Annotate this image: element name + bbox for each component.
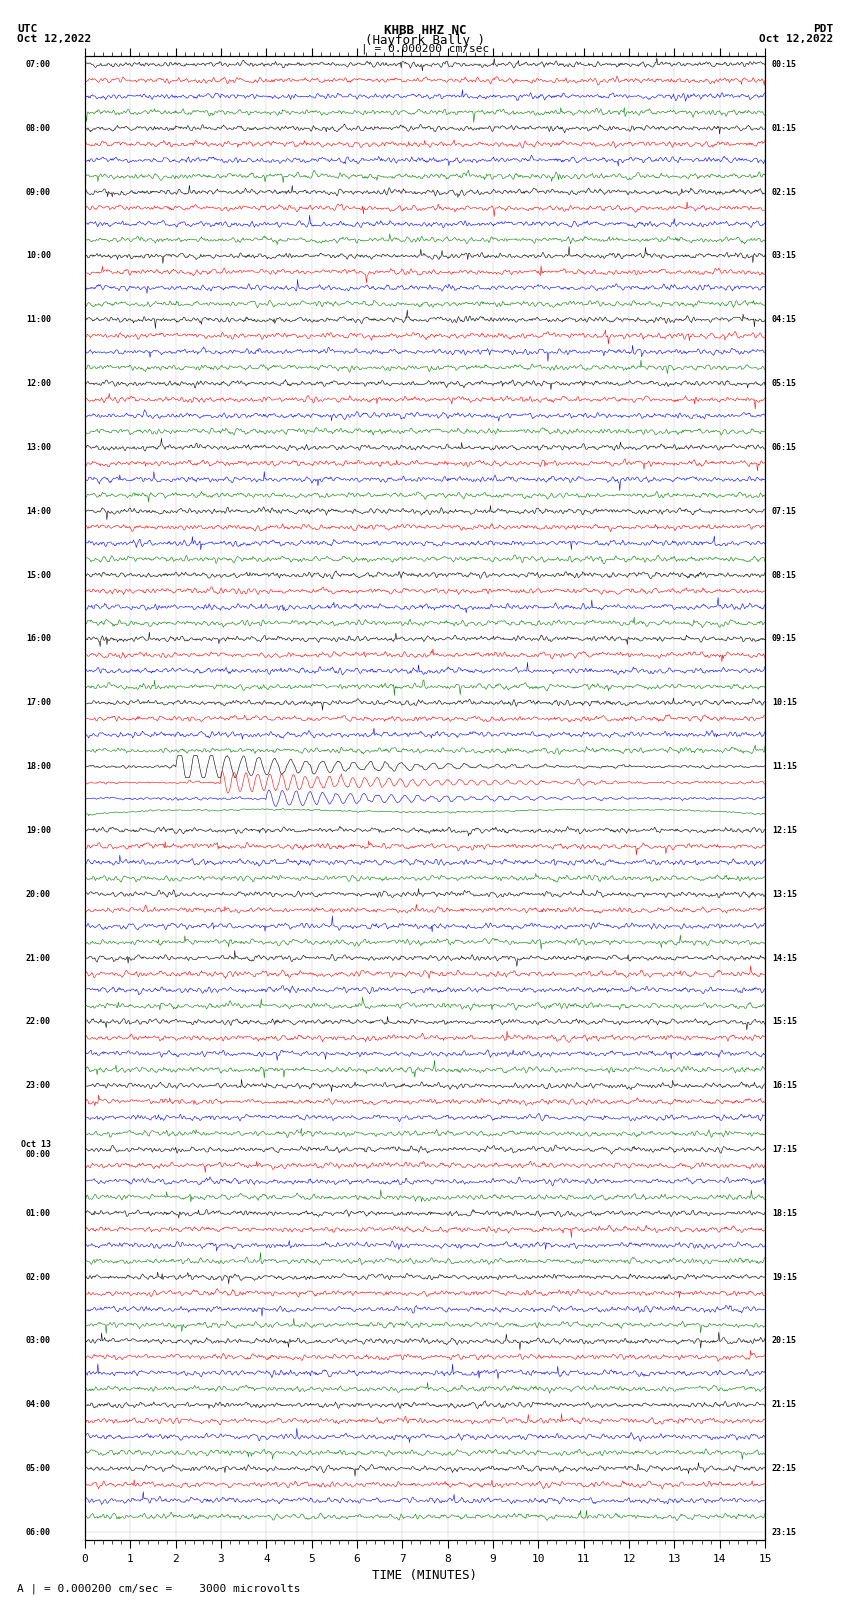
Text: 23:00: 23:00 [26, 1081, 51, 1090]
Text: 12:15: 12:15 [772, 826, 796, 836]
Text: 19:00: 19:00 [26, 826, 51, 836]
Text: A | = 0.000200 cm/sec =    3000 microvolts: A | = 0.000200 cm/sec = 3000 microvolts [17, 1582, 301, 1594]
Text: 23:15: 23:15 [772, 1528, 796, 1537]
Text: 07:15: 07:15 [772, 506, 796, 516]
Text: 16:15: 16:15 [772, 1081, 796, 1090]
Text: 01:15: 01:15 [772, 124, 796, 132]
Text: (Hayfork Bally ): (Hayfork Bally ) [365, 34, 485, 47]
Text: 05:15: 05:15 [772, 379, 796, 389]
Text: 02:00: 02:00 [26, 1273, 51, 1282]
Text: 22:00: 22:00 [26, 1018, 51, 1026]
Text: 04:00: 04:00 [26, 1400, 51, 1410]
Text: 08:00: 08:00 [26, 124, 51, 132]
Text: 21:15: 21:15 [772, 1400, 796, 1410]
Text: 11:00: 11:00 [26, 315, 51, 324]
Text: 18:15: 18:15 [772, 1208, 796, 1218]
Text: KHBB HHZ NC: KHBB HHZ NC [383, 24, 467, 37]
Text: 10:15: 10:15 [772, 698, 796, 706]
Text: 17:00: 17:00 [26, 698, 51, 706]
Text: 21:00: 21:00 [26, 953, 51, 963]
Text: 15:15: 15:15 [772, 1018, 796, 1026]
Text: 04:15: 04:15 [772, 315, 796, 324]
Text: 01:00: 01:00 [26, 1208, 51, 1218]
Text: 14:00: 14:00 [26, 506, 51, 516]
Text: 09:00: 09:00 [26, 187, 51, 197]
Text: 11:15: 11:15 [772, 761, 796, 771]
Text: 14:15: 14:15 [772, 953, 796, 963]
Text: 16:00: 16:00 [26, 634, 51, 644]
Text: 00:15: 00:15 [772, 60, 796, 69]
Text: 02:15: 02:15 [772, 187, 796, 197]
Text: 03:00: 03:00 [26, 1337, 51, 1345]
Text: 10:00: 10:00 [26, 252, 51, 260]
Text: 09:15: 09:15 [772, 634, 796, 644]
Text: 08:15: 08:15 [772, 571, 796, 579]
Text: 13:15: 13:15 [772, 890, 796, 898]
Text: Oct 12,2022: Oct 12,2022 [759, 34, 833, 44]
Text: 22:15: 22:15 [772, 1465, 796, 1473]
Text: 17:15: 17:15 [772, 1145, 796, 1153]
Text: 12:00: 12:00 [26, 379, 51, 389]
Text: 13:00: 13:00 [26, 444, 51, 452]
Text: UTC: UTC [17, 24, 37, 34]
X-axis label: TIME (MINUTES): TIME (MINUTES) [372, 1569, 478, 1582]
Text: | = 0.000200 cm/sec: | = 0.000200 cm/sec [361, 44, 489, 55]
Text: 18:00: 18:00 [26, 761, 51, 771]
Text: 06:00: 06:00 [26, 1528, 51, 1537]
Text: Oct 12,2022: Oct 12,2022 [17, 34, 91, 44]
Text: 05:00: 05:00 [26, 1465, 51, 1473]
Text: Oct 13
00:00: Oct 13 00:00 [21, 1140, 51, 1160]
Text: 19:15: 19:15 [772, 1273, 796, 1282]
Text: PDT: PDT [813, 24, 833, 34]
Text: 20:15: 20:15 [772, 1337, 796, 1345]
Text: 07:00: 07:00 [26, 60, 51, 69]
Text: 06:15: 06:15 [772, 444, 796, 452]
Text: 20:00: 20:00 [26, 890, 51, 898]
Text: 15:00: 15:00 [26, 571, 51, 579]
Text: 03:15: 03:15 [772, 252, 796, 260]
